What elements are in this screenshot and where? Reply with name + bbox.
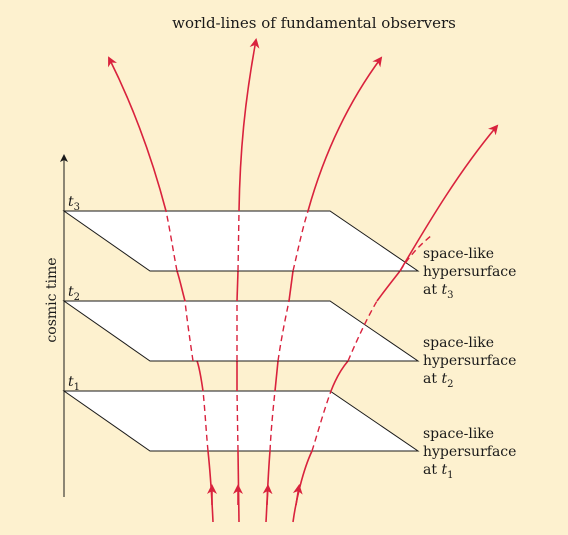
worldlines-dashed-t3 [165,210,433,272]
worldlines-lower [207,450,313,523]
hypersurface-t3 [62,210,420,272]
svg-text:at t2: at t2 [423,371,453,390]
time-label-t1: t1 [68,374,80,393]
worldlines-mid-low [192,357,349,392]
svg-text:space-like: space-like [423,246,494,262]
hypersurface-label-t3: space-like hypersurface at t3 [423,246,516,301]
svg-text:at t3: at t3 [423,282,453,301]
svg-text:hypersurface: hypersurface [423,353,516,369]
worldlines-dashed-t2 [184,300,378,362]
svg-text:space-like: space-like [423,426,494,442]
time-label-t2: t2 [68,284,80,303]
cosmic-time-label: cosmic time [44,257,60,342]
svg-text:space-like: space-like [423,335,494,351]
svg-text:hypersurface: hypersurface [423,444,516,460]
svg-text:hypersurface: hypersurface [423,264,516,280]
hypersurface-label-t2: space-like hypersurface at t2 [423,335,516,390]
worldlines-dashed-t1 [202,390,332,452]
hypersurface-label-t1: space-like hypersurface at t1 [423,426,516,481]
hypersurface-t1 [62,390,420,452]
time-label-t3: t3 [68,194,80,213]
worldlines-mid-high [176,270,401,302]
worldlines-upper [108,38,499,272]
svg-text:at t1: at t1 [423,462,453,481]
diagram-title: world-lines of fundamental observers [172,14,456,32]
hypersurface-t2 [62,300,420,362]
